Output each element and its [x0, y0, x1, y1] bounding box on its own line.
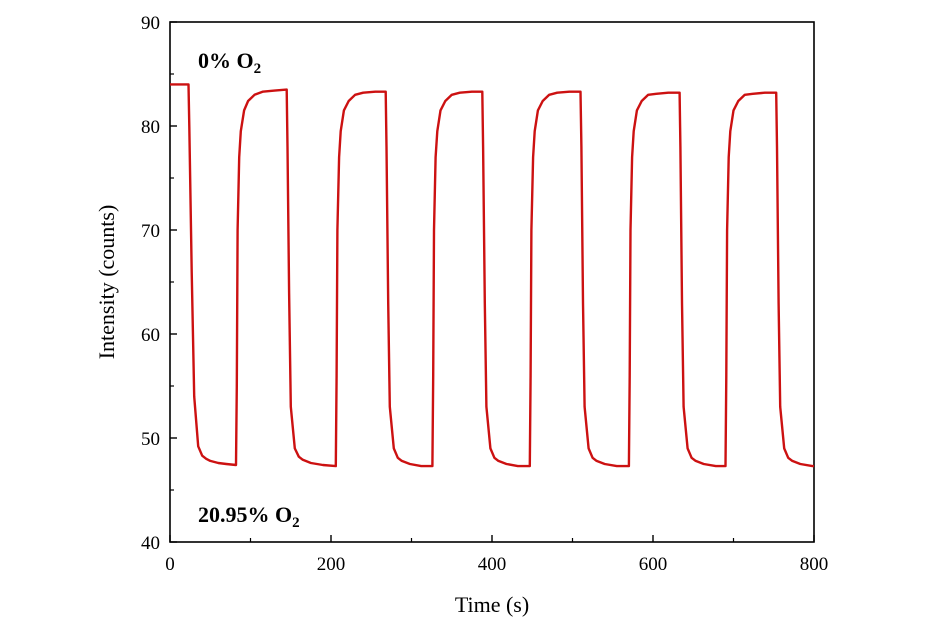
x-tick-label: 400 — [478, 554, 507, 575]
annotation-low-oxygen: 20.95% O2 — [198, 502, 300, 531]
y-tick-label: 50 — [141, 429, 160, 450]
x-axis-label: Time (s) — [455, 592, 529, 617]
y-axis-ticks: 40 50 60 70 80 90 — [141, 13, 177, 554]
y-tick-label: 70 — [141, 221, 160, 242]
annotation-zero-oxygen: 0% O2 — [198, 48, 261, 77]
y-tick-label: 90 — [141, 13, 160, 34]
y-axis-label: Intensity (counts) — [94, 205, 119, 360]
x-tick-label: 600 — [639, 554, 668, 575]
x-tick-label: 200 — [317, 554, 346, 575]
x-tick-label: 0 — [165, 554, 175, 575]
series-line — [170, 83, 814, 468]
y-tick-label: 80 — [141, 117, 160, 138]
x-axis-ticks: 0 200 400 600 800 — [165, 535, 828, 575]
x-tick-label: 800 — [800, 554, 829, 575]
y-tick-label: 40 — [141, 533, 160, 554]
y-tick-label: 60 — [141, 325, 160, 346]
plot-frame — [169, 21, 815, 543]
